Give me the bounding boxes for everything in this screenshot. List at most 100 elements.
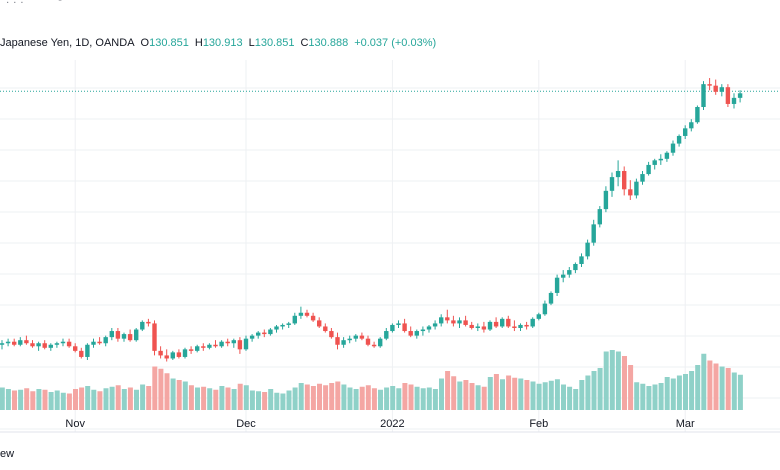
volume-bar xyxy=(341,384,347,410)
volume-bar xyxy=(371,388,377,410)
volume-bar xyxy=(36,389,42,410)
high-value: 130.913 xyxy=(202,37,243,49)
candlestick-chart[interactable]: NovDec2022FebMarApr xyxy=(0,60,780,440)
volume-bar xyxy=(689,371,695,410)
volume-bar xyxy=(268,389,274,410)
candle-body xyxy=(548,292,554,304)
volume-bar xyxy=(573,389,579,410)
candle-body xyxy=(274,326,279,330)
candle-body xyxy=(341,340,346,345)
symbol-label[interactable]: Japanese Yen, 1D, OANDA xyxy=(0,37,135,49)
candle-body xyxy=(36,343,41,347)
volume-bar xyxy=(121,389,127,410)
candle-body xyxy=(634,181,639,196)
volume-bar xyxy=(652,384,658,410)
candle-body xyxy=(268,329,273,335)
volume-bar xyxy=(542,382,548,410)
volume-bar xyxy=(481,386,487,410)
candle-body xyxy=(500,318,505,327)
volume-bar xyxy=(317,383,322,410)
volume-bar xyxy=(530,381,536,410)
bottom-cropped-text[interactable]: ew xyxy=(0,448,15,460)
volume-bar xyxy=(304,384,310,410)
volume-bar xyxy=(274,392,280,410)
candle-body xyxy=(18,340,23,345)
volume-bar xyxy=(670,378,676,410)
volume-bar xyxy=(500,379,505,410)
bottom-bar: ew xyxy=(0,446,780,470)
volume-bar xyxy=(664,377,670,410)
volume-bar xyxy=(536,383,542,410)
candle-body xyxy=(689,122,694,129)
candle-body xyxy=(243,338,249,350)
volume-bar xyxy=(280,393,286,410)
volume-bar xyxy=(249,390,255,410)
candle-body xyxy=(463,320,468,325)
x-tick-label: Mar xyxy=(676,418,695,430)
volume-bar xyxy=(188,385,194,410)
candle-body xyxy=(213,344,218,347)
volume-bar xyxy=(42,389,48,410)
volume-bar xyxy=(658,383,664,410)
candle-body xyxy=(512,326,517,328)
volume-bar xyxy=(701,353,707,410)
volume-bar xyxy=(737,374,743,410)
candle-body xyxy=(591,224,596,243)
volume-bar xyxy=(0,387,5,410)
volume-bar xyxy=(683,374,688,410)
candle-body xyxy=(725,87,731,104)
candle-body xyxy=(451,320,456,324)
volume-bar xyxy=(634,382,640,410)
candle-body xyxy=(286,323,291,325)
volume-bar xyxy=(329,383,335,410)
candle-body xyxy=(231,340,236,344)
volume-bar xyxy=(310,386,316,410)
volume-bar xyxy=(445,371,451,410)
candle-body xyxy=(493,321,499,327)
volume-bar xyxy=(30,391,36,410)
volume-bar xyxy=(384,387,390,410)
volume-bar xyxy=(262,392,268,410)
volume-bar xyxy=(725,368,731,410)
volume-bar xyxy=(201,386,207,410)
chart-area[interactable]: NovDec2022FebMarApr xyxy=(0,60,780,440)
open-value: 130.851 xyxy=(149,37,189,49)
candle-body xyxy=(664,152,670,159)
close-label: C xyxy=(300,37,309,49)
candle-body xyxy=(524,324,529,327)
candle-body xyxy=(670,143,676,153)
candle-body xyxy=(652,160,657,165)
volume-bar xyxy=(365,385,371,410)
volume-bar xyxy=(591,371,597,410)
volume-bar xyxy=(493,374,499,410)
candle-body xyxy=(140,321,145,330)
candle-body xyxy=(0,343,5,345)
volume-bar xyxy=(378,389,383,410)
low-label: L xyxy=(248,37,255,49)
candle-body xyxy=(713,85,718,92)
volume-bar xyxy=(463,380,469,410)
volume-bar xyxy=(597,368,603,410)
volume-bar xyxy=(146,386,152,410)
volume-bar xyxy=(323,385,329,410)
volume-bar xyxy=(24,388,30,410)
volume-bar xyxy=(353,389,359,410)
candle-body xyxy=(390,324,395,332)
high-label: H xyxy=(194,37,203,49)
candle-body xyxy=(329,331,334,338)
ohlc-legend: Japanese Yen, 1D, OANDA O 130.851 H 130.91… xyxy=(0,34,436,52)
candle-body xyxy=(54,343,60,345)
candle-body xyxy=(707,84,712,86)
candle-body xyxy=(91,341,96,345)
candle-body xyxy=(164,355,169,359)
candle-body xyxy=(359,335,365,339)
candle-body xyxy=(561,274,566,278)
volume-bar xyxy=(439,378,444,410)
volume-bar xyxy=(475,385,481,410)
candle-body xyxy=(249,335,255,339)
candle-body xyxy=(323,326,328,332)
volume-bar xyxy=(554,379,560,410)
volume-bar xyxy=(140,384,146,410)
candle-body xyxy=(60,341,66,344)
candle-body xyxy=(73,346,78,351)
